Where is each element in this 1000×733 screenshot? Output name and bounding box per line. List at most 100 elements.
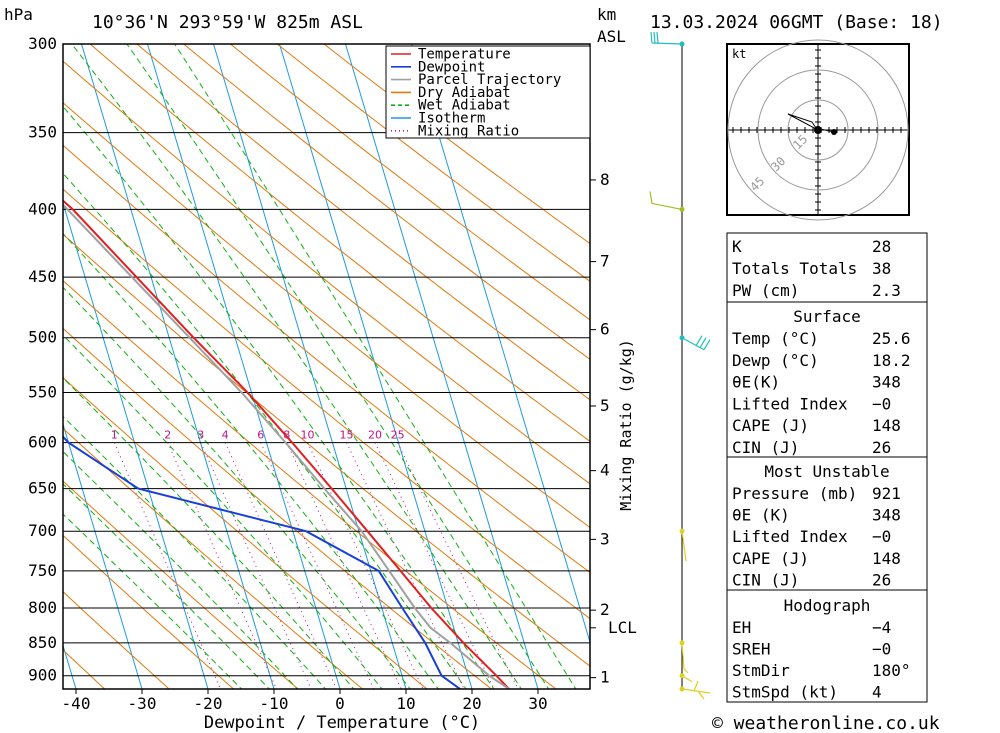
dry-adiabat-line (63, 102, 590, 529)
copyright: © weatheronline.co.uk (712, 713, 940, 733)
dry-adiabat-line (63, 376, 428, 689)
isotherm-line (81, 44, 275, 689)
height-tick-label: 7 (600, 252, 610, 271)
index-value: 25.6 (872, 329, 911, 348)
mixing-ratio-label: 1 (111, 429, 118, 442)
surface-title: Surface (793, 307, 860, 326)
index-value: −4 (872, 618, 891, 637)
wind-barb (681, 335, 711, 351)
dry-adiabat-line (63, 279, 557, 689)
wet-adiabat-line (63, 105, 495, 689)
dry-adiabat-line (63, 480, 299, 689)
wet-adiabat-line (71, 44, 522, 689)
index-value: 18.2 (872, 351, 911, 370)
background-lines (0, 44, 590, 689)
hodograph-ring (757, 69, 879, 191)
index-label: Pressure (mb) (732, 484, 857, 503)
index-label: Totals Totals (732, 259, 857, 278)
mixing-ratio-label: 15 (340, 429, 354, 442)
mixing-ratio-label: 10 (301, 429, 315, 442)
pressure-tick-label: 500 (28, 328, 57, 347)
legend-label: Mixing Ratio (418, 123, 519, 139)
legend-label: Dewpoint (418, 59, 485, 75)
index-value: −0 (872, 527, 891, 546)
hodograph-storm-marker (814, 126, 822, 134)
pressure-axis: 300 350 400 450 500 550 600 650 700 750 800 850 900 (28, 34, 57, 685)
mixing-ratio-line (346, 442, 465, 689)
index-value: 28 (872, 237, 891, 256)
wind-barb (649, 191, 683, 211)
height-tick-label: 8 (600, 170, 610, 189)
dry-adiabat-line (63, 60, 590, 485)
height-tick-label: 2 (600, 600, 610, 619)
index-label: PW (cm) (732, 281, 799, 300)
height-tick-label: 5 (600, 396, 610, 415)
isotherm-line (345, 44, 539, 689)
index-label: Dewp (°C) (732, 351, 819, 370)
dry-adiabat-line (63, 534, 235, 689)
x-tick-label: 30 (528, 694, 547, 713)
isotherm-line (0, 44, 10, 689)
dry-adiabat-line (63, 144, 590, 574)
pressure-tick-label: 350 (28, 123, 57, 142)
wind-barb (681, 675, 693, 683)
index-value: 148 (872, 549, 901, 568)
index-label: Lifted Index (732, 527, 848, 546)
pressure-tick-label: 450 (28, 267, 57, 286)
datetime-title: 13.03.2024 06GMT (Base: 18) (650, 12, 943, 33)
km-unit: km (597, 5, 616, 24)
legend-label: Temperature (418, 47, 511, 63)
pressure-tick-label: 650 (28, 479, 57, 498)
legend-label: Wet Adiabat (418, 98, 511, 114)
isotherm-line (279, 44, 473, 689)
pressure-tick-label: 700 (28, 521, 57, 540)
y-axis-title: Mixing Ratio (g/kg) (617, 339, 635, 511)
dry-adiabat-line (63, 233, 590, 667)
wind-barb (681, 642, 689, 674)
wet-adiabat-line (63, 450, 299, 689)
wind-barb (650, 31, 683, 45)
index-value: 921 (872, 484, 901, 503)
mixing-ratio-label: 4 (222, 429, 229, 442)
dry-adiabat-line (276, 44, 590, 282)
wet-adiabat-line (174, 44, 577, 689)
dry-adiabat-line (89, 44, 590, 442)
legend-label: Isotherm (418, 111, 485, 127)
dry-adiabat-line (136, 44, 590, 401)
index-value: 348 (872, 373, 901, 392)
index-label: θE(K) (732, 373, 780, 392)
index-label: SREH (732, 640, 771, 659)
wind-barb (681, 680, 711, 700)
x-tick-label: 0 (335, 694, 345, 713)
mixing-ratio-label: 2 (164, 429, 171, 442)
hodograph-ring (727, 39, 909, 221)
index-value: −0 (872, 394, 891, 413)
mixing-ratio-line (397, 442, 519, 689)
parcel-trajectory-line (63, 203, 510, 689)
mixing-ratio-label: 3 (197, 429, 204, 442)
dry-adiabat-line (63, 591, 170, 689)
most-unstable-title: Most Unstable (764, 462, 889, 481)
hodograph-stats-box (726, 589, 928, 703)
index-value: 4 (872, 683, 882, 702)
index-label: Lifted Index (732, 394, 848, 413)
wet-adiabat-line (63, 334, 383, 689)
x-tick-label: -20 (194, 694, 223, 713)
height-tick-label: 6 (600, 320, 610, 339)
pressure-tick-label: 750 (28, 561, 57, 580)
height-tick-label: LCL (608, 618, 637, 637)
isotherm-line (213, 44, 407, 689)
pressure-tick-label: 300 (28, 34, 57, 53)
legend-label: Parcel Trajectory (418, 72, 561, 88)
index-value: 348 (872, 506, 901, 525)
pressure-tick-label: 550 (28, 383, 57, 402)
index-label: Temp (°C) (732, 329, 819, 348)
mixing-ratio-label: 25 (391, 429, 405, 442)
asl-unit: ASL (597, 27, 626, 46)
mixing-ratio-line (113, 442, 221, 689)
wet-adiabat-line (63, 415, 327, 689)
